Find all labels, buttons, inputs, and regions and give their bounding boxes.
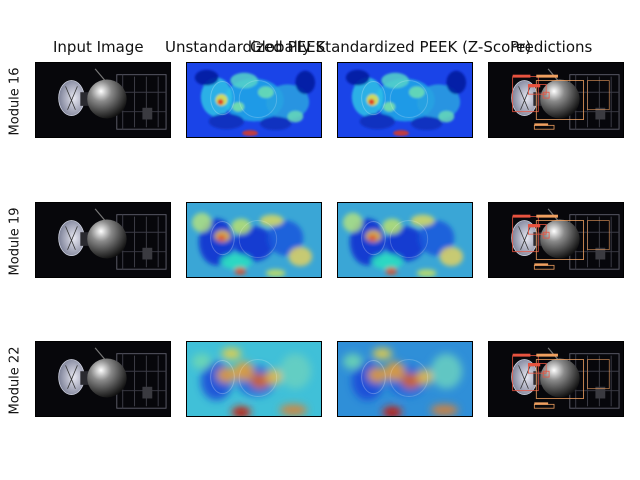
predictions-image-row-1 (488, 62, 624, 138)
standardized-peek-map-row-1 (337, 62, 473, 138)
row-label-module-19: Module 19 (7, 207, 23, 275)
unstandardized-peek-map-row-2 (186, 202, 322, 278)
standardized-peek-map-row-3 (337, 341, 473, 417)
predictions-image-graphic (489, 342, 623, 416)
column-title-standardized: Globally Standardized PEEK (Z-Score) (250, 38, 532, 56)
unstandardized-peek-map-graphic (187, 63, 321, 137)
predictions-image-graphic (489, 63, 623, 137)
standardized-peek-map-graphic (338, 342, 472, 416)
input-image-row-3 (35, 341, 171, 417)
predictions-image-graphic (489, 203, 623, 277)
row-label-module-16: Module 16 (7, 67, 23, 135)
row-label-module-22: Module 22 (7, 346, 23, 414)
predictions-image-row-3 (488, 341, 624, 417)
unstandardized-peek-map-row-1 (186, 62, 322, 138)
input-image-row-2 (35, 202, 171, 278)
column-title-input: Input Image (53, 38, 144, 56)
column-title-unstandardized: Unstandardized PEEK (165, 38, 326, 56)
input-image-graphic (36, 63, 170, 137)
column-title-predictions: Predictions (510, 38, 593, 56)
input-image-graphic (36, 203, 170, 277)
predictions-image-row-2 (488, 202, 624, 278)
input-image-row-1 (35, 62, 171, 138)
standardized-peek-map-graphic (338, 63, 472, 137)
input-image-graphic (36, 342, 170, 416)
unstandardized-peek-map-row-3 (186, 341, 322, 417)
unstandardized-peek-map-graphic (187, 203, 321, 277)
unstandardized-peek-map-graphic (187, 342, 321, 416)
standardized-peek-map-row-2 (337, 202, 473, 278)
standardized-peek-map-graphic (338, 203, 472, 277)
